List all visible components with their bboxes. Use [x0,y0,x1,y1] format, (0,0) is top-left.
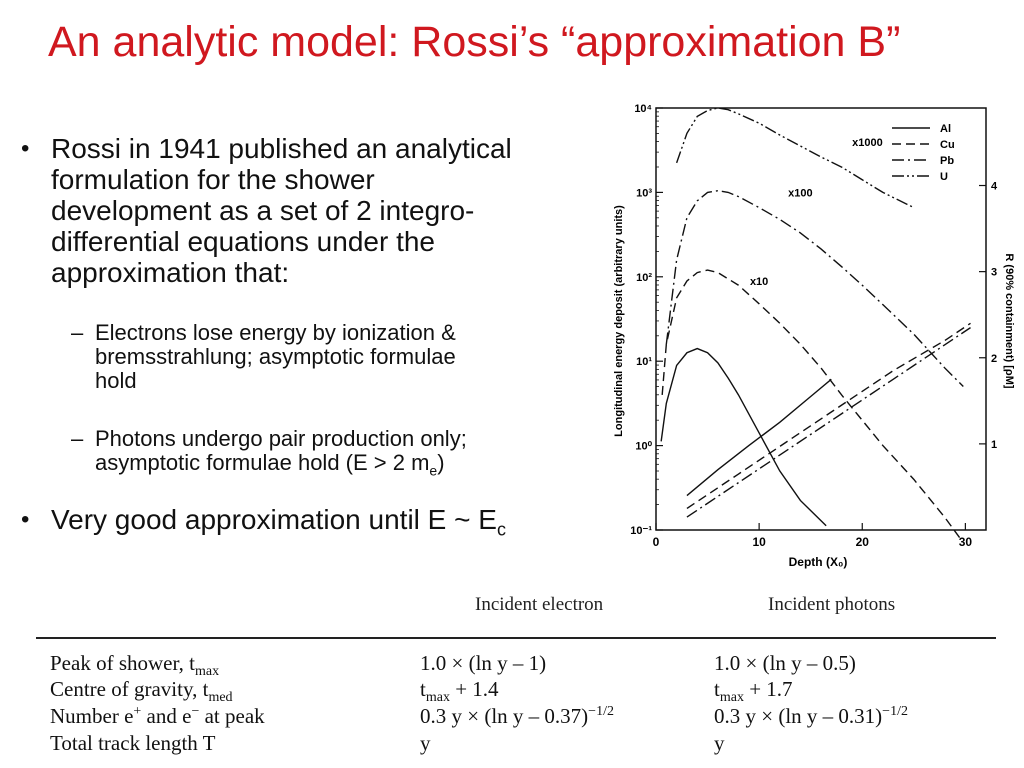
longitudinal-profile-chart: 0 10 20 30 10⁻¹ 10⁰ 10¹ 10² 10³ 10⁴ 1 2 3 4 x1000 x100 x… [613,103,1014,569]
legend-label: Al [940,123,951,135]
y-tick-label: 10³ [636,187,652,199]
cell-number-electron: 0.3 y × (ln y – 0.37)−1/2 [420,704,614,729]
cell-var-sub: max [719,690,744,706]
sub-line: hold [95,368,137,393]
cell-text: 0.3 y × (ln y – 0.37) [420,704,589,728]
table-rule [36,637,996,639]
cell-text: + 1.7 [743,677,793,701]
y-tick-label: 10⁰ [635,441,652,453]
sub-bullet-photons: – Photons undergo pair production only; … [71,426,605,482]
sub-line-close: ) [437,450,445,475]
cell-sup: −1/2 [588,704,614,719]
x-tick-label: 10 [752,535,766,549]
bullet-line: development as a set of 2 integro- [51,195,475,226]
plot-layer: 0 10 20 30 10⁻¹ 10⁰ 10¹ 10² 10³ 10⁴ 1 2 3 4 x1000 x100 x… [630,103,998,549]
radius-line-al [686,378,832,497]
series-line-al [660,347,827,527]
row-label-sup: − [191,704,200,719]
sub-bullet-dash: – [71,426,84,451]
radius-line-pb [686,327,971,518]
sub-line: bremsstrahlung; asymptotic formulae [95,344,456,369]
bullet-dot: • [21,135,30,162]
x-tick-label: 20 [856,535,870,549]
y-right-tick-label: 2 [991,353,997,365]
row-label-text: Centre of gravity, t [50,677,209,701]
row-label-text: Number e [50,704,134,728]
col-header-electron: Incident electron [475,594,604,615]
bullet-text: Very good approximation until E ~ E [51,504,497,535]
subscript-c: c [496,519,506,540]
y-right-tick-label: 3 [991,267,997,279]
cell-peak-photon: 1.0 × (ln y – 0.5) [714,651,856,675]
series-line-u [675,107,915,209]
series-line-cu [661,269,961,539]
bullet-dot: • [21,506,30,533]
bullet-line: formulation for the shower [51,164,375,195]
bullet-rossi-1941: • Rossi in 1941 published an analytical … [21,133,596,288]
cell-centre-photon: tmax + 1.7 [714,677,793,706]
scale-label: x1000 [852,137,883,149]
legend-label: U [940,171,948,183]
x-tick-label: 0 [653,535,660,549]
cell-number-photon: 0.3 y × (ln y – 0.31)−1/2 [714,704,908,729]
plot-frame [655,107,987,531]
sub-line: Photons undergo pair production only; [95,426,467,451]
y-tick-label: 10⁴ [634,103,652,115]
sub-bullet-dash: – [71,320,84,345]
y-tick-label: 10⁻¹ [630,525,652,537]
cell-sup: −1/2 [882,704,908,719]
cell-centre-electron: tmax + 1.4 [420,677,499,706]
row-label-centre: Centre of gravity, tmed [50,677,233,706]
y-right-tick-label: 4 [991,181,998,193]
cell-peak-electron: 1.0 × (ln y – 1) [420,651,547,675]
row-label-number: Number e+ and e− at peak [50,704,265,729]
sub-bullet-electrons: – Electrons lose energy by ionization & … [71,320,595,393]
bullet-line: differential equations under the [51,226,435,257]
scale-label: x100 [788,188,812,200]
x-tick-label: 30 [959,535,973,549]
y-axis-label-left: Longitudinal energy deposit (arbitrary u… [613,205,625,437]
row-label-text: and e [141,704,192,728]
sub-line-text: asymptotic formulae hold (E > 2 m [95,450,430,475]
subscript-e: e [429,462,438,479]
legend-label: Cu [940,139,955,151]
row-label-peak: Peak of shower, tmax [50,651,219,680]
y-right-tick-label: 1 [991,439,997,451]
row-label-sub: max [194,664,220,680]
cell-var: t [420,677,426,701]
y-tick-label: 10¹ [636,356,652,368]
cell-var-sub: max [425,690,450,706]
y-axis-label-right: R (90% containment) [ρM] [1003,253,1014,388]
row-label-sup: + [133,704,142,719]
row-label-track: Total track length T [50,731,216,755]
cell-text: + 1.4 [449,677,499,701]
scale-label: x10 [750,276,768,288]
row-label-sub: med [208,690,233,706]
cell-var: t [714,677,720,701]
y-tick-label: 10² [636,272,652,284]
radius-line-cu [686,322,971,510]
series-line-pb [665,190,964,388]
bullet-line: approximation that: [51,257,290,288]
col-header-photons: Incident photons [768,594,896,615]
bullet-line: Rossi in 1941 published an analytical [51,133,512,164]
cell-track-electron: y [420,731,431,755]
cell-text: 0.3 y × (ln y – 0.31) [714,704,883,728]
row-label-text: at peak [199,704,265,728]
slide-title: An analytic model: Rossi’s “approximatio… [48,18,901,66]
row-label-text: Peak of shower, t [50,651,195,675]
sub-line: asymptotic formulae hold (E > 2 me) [95,451,605,482]
x-axis-label: Depth (X₀) [789,555,848,569]
bullet-good-approximation: • Very good approximation until E ~ Ec [21,504,596,546]
cell-track-photon: y [714,731,725,755]
sub-line: Electrons lose energy by ionization & [95,320,456,345]
legend-label: Pb [940,155,954,167]
